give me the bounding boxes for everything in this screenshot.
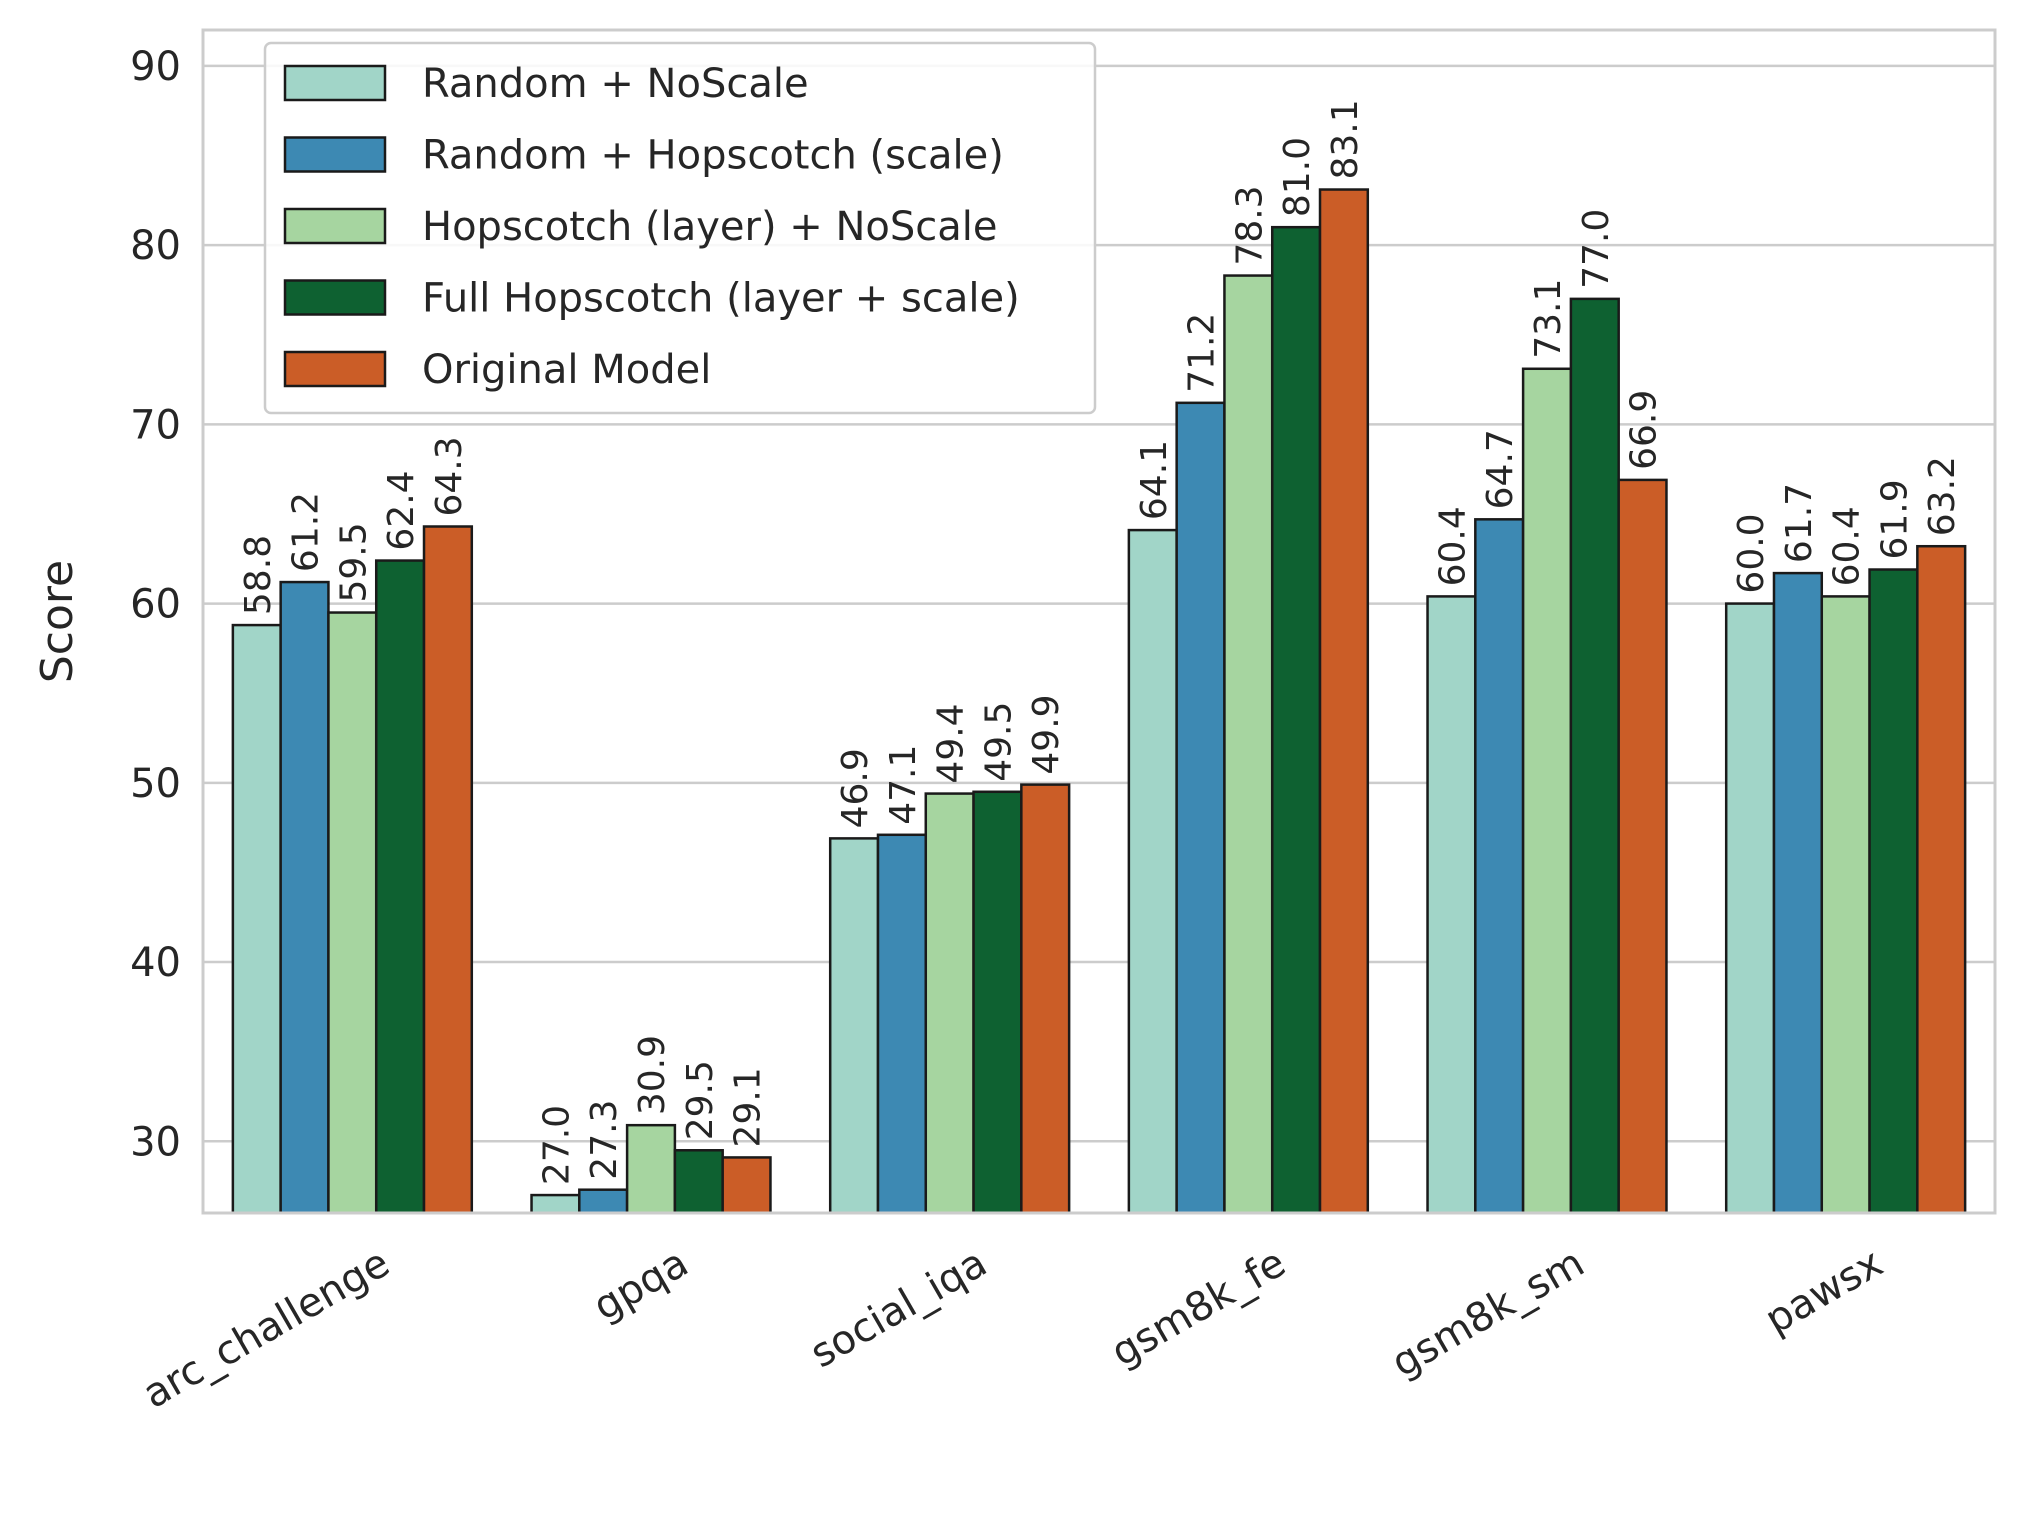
y-tick-label: 50	[130, 761, 181, 807]
data-label: 64.1	[1134, 440, 1175, 520]
bar	[1270, 225, 1322, 1215]
x-tick-label: gpqa	[586, 1240, 696, 1330]
bar	[876, 833, 928, 1215]
y-tick-label: 90	[130, 44, 181, 90]
legend-swatch	[283, 64, 387, 102]
y-tick-label: 60	[130, 582, 181, 628]
data-label: 61.2	[286, 492, 327, 572]
data-label: 49.9	[1026, 694, 1067, 774]
bar	[972, 790, 1023, 1215]
bar	[578, 1188, 629, 1215]
data-label: 47.1	[883, 745, 924, 825]
y-tick-label: 30	[130, 1119, 181, 1165]
legend-swatch	[283, 136, 387, 173]
data-label: 61.7	[1779, 483, 1820, 563]
legend-label: Full Hopscotch (layer + scale)	[422, 276, 1020, 322]
bar	[721, 1156, 772, 1215]
x-tick-label: pawsx	[1758, 1240, 1891, 1343]
data-label: 60.0	[1731, 513, 1772, 593]
y-tick-label: 80	[130, 223, 181, 269]
y-axis-ticks: 30 40 50 60 70 80 90	[130, 44, 181, 1165]
bar	[1724, 602, 1776, 1215]
y-tick-label: 40	[130, 940, 181, 986]
bar	[1868, 568, 1919, 1215]
bar	[1223, 274, 1274, 1215]
bars	[231, 188, 1967, 1215]
bar	[374, 559, 426, 1215]
data-label: 63.2	[1922, 456, 1963, 536]
bar	[530, 1193, 581, 1215]
data-label: 29.1	[728, 1067, 769, 1147]
data-label: 46.9	[835, 748, 876, 828]
bar	[1318, 188, 1370, 1215]
x-tick-label: social_iqa	[803, 1240, 995, 1377]
bar	[1175, 401, 1226, 1215]
bar	[279, 580, 330, 1215]
bar	[231, 623, 282, 1215]
data-label: 78.3	[1229, 185, 1270, 265]
data-label: 62.4	[381, 470, 422, 550]
legend-frame	[263, 41, 1097, 415]
data-label: 49.4	[931, 703, 972, 783]
data-label: 64.7	[1480, 429, 1521, 509]
x-tick-label: gsm8k_sm	[1384, 1240, 1592, 1387]
data-label: 60.4	[1827, 506, 1868, 586]
bar	[673, 1149, 724, 1215]
data-label: 66.9	[1624, 390, 1665, 470]
data-label: 30.9	[632, 1035, 673, 1115]
bar	[1127, 528, 1178, 1215]
bar	[1772, 571, 1824, 1215]
plot-frame	[201, 28, 1997, 1215]
bar	[1820, 595, 1871, 1215]
bar	[327, 611, 378, 1215]
data-label: 77.0	[1576, 209, 1617, 289]
data-label: 81.0	[1277, 137, 1318, 217]
data-label: 27.0	[536, 1105, 577, 1185]
data-label: 83.1	[1325, 99, 1366, 179]
legend-swatch	[283, 350, 387, 388]
data-label: 61.9	[1874, 479, 1915, 559]
bar	[1426, 595, 1477, 1215]
legend-label: Random + Hopscotch (scale)	[422, 133, 1004, 179]
bar	[625, 1123, 677, 1215]
legend: Random + NoScale Random + Hopscotch (scal…	[263, 41, 1097, 415]
bar	[422, 525, 474, 1215]
legend-swatch	[283, 279, 387, 316]
y-tick-label: 70	[130, 402, 181, 448]
data-label: 27.3	[584, 1100, 625, 1180]
x-tick-label: arc_challenge	[135, 1240, 397, 1418]
legend-label: Random + NoScale	[422, 61, 809, 107]
legend-label: Hopscotch (layer) + NoScale	[422, 204, 998, 250]
data-label: 73.1	[1528, 279, 1569, 359]
bar	[1020, 783, 1071, 1215]
data-labels: 58.861.2 59.562.4 64.3 27.0 27.330.9 29.5 29.1…	[238, 99, 1963, 1185]
data-label: 59.5	[333, 522, 374, 602]
data-label: 29.5	[680, 1060, 721, 1140]
bar	[1521, 367, 1573, 1215]
data-label: 60.4	[1432, 506, 1473, 586]
data-label: 49.5	[978, 702, 1019, 782]
data-label: 71.2	[1182, 313, 1223, 393]
bar	[1617, 478, 1668, 1215]
data-label: 64.3	[429, 436, 470, 516]
data-label: 58.8	[238, 535, 279, 615]
x-axis-ticks: arc_challenge gpqa social_iqa gsm8k_fe gsm8k…	[135, 1240, 1890, 1418]
y-axis-title: Score	[32, 560, 83, 683]
legend-swatch	[283, 207, 387, 245]
bar	[828, 837, 880, 1215]
bar	[1569, 297, 1620, 1215]
bar	[1916, 544, 1967, 1215]
x-tick-label: gsm8k_fe	[1104, 1240, 1294, 1376]
bar	[924, 792, 975, 1215]
legend-label: Original Model	[422, 347, 711, 393]
bar	[1474, 518, 1525, 1215]
